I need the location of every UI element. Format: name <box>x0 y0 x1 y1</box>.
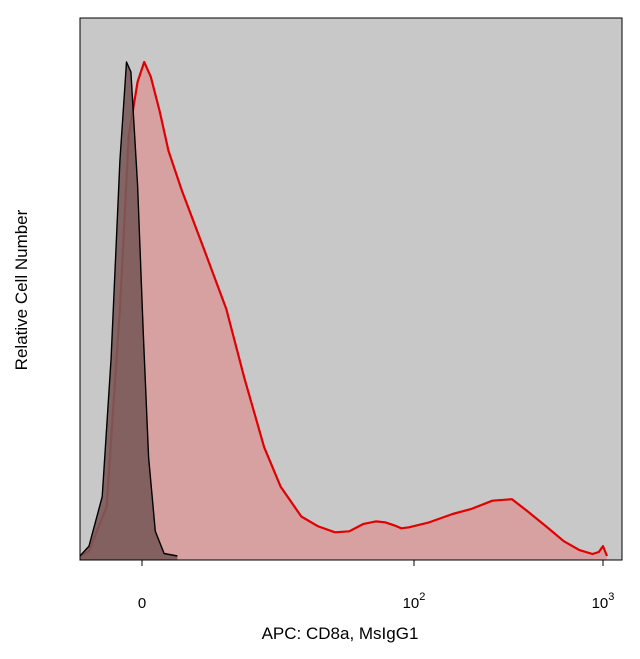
histogram-series <box>79 60 609 560</box>
x-tick-label: 103 <box>592 591 615 612</box>
x-tick-label: 0 <box>138 595 146 612</box>
series-fill-stained <box>80 62 607 560</box>
x-axis-label: APC: CD8a, MsIgG1 <box>261 624 419 643</box>
series-fill-isotype <box>80 62 178 560</box>
plot-frame <box>79 17 623 561</box>
x-tick-label: 102 <box>403 591 426 612</box>
series-line-isotype <box>79 61 178 557</box>
series-line-stained <box>79 60 609 557</box>
y-axis-label: Relative Cell Number <box>12 209 31 371</box>
x-axis-ticks: 0 102 103 <box>138 560 615 612</box>
